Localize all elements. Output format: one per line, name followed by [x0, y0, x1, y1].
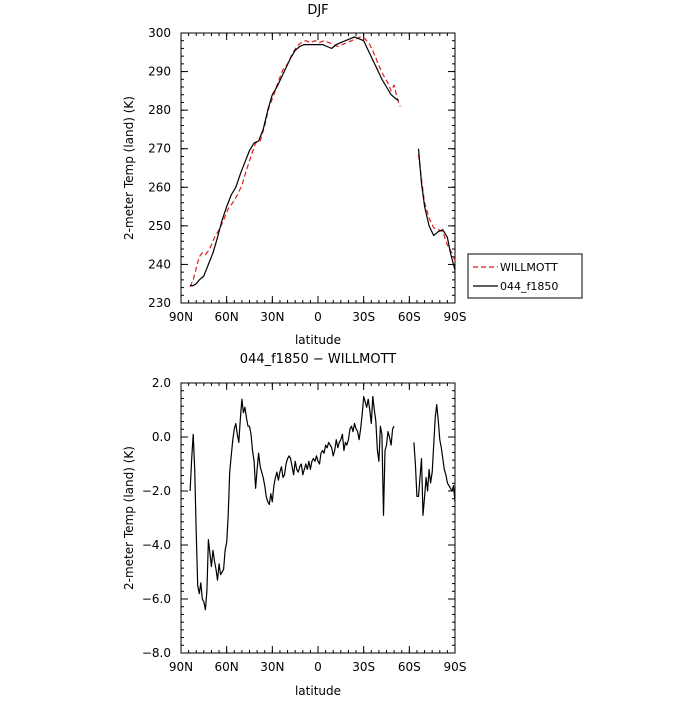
x-tick-label: 0	[314, 310, 322, 324]
y-tick-label: 230	[148, 296, 171, 310]
series-line-difference	[189, 395, 395, 611]
panel-top-plot-frame	[180, 32, 456, 304]
y-tick-label: 290	[148, 65, 171, 79]
panel-bottom-title: 044_f1850 − WILLMOTT	[240, 352, 396, 367]
y-tick-label: 300	[148, 26, 171, 40]
legend-label: 044_f1850	[500, 280, 558, 293]
panel-bottom-xlabel: latitude	[295, 684, 341, 698]
y-tick-label: 260	[148, 180, 171, 194]
x-tick-label: 30S	[352, 660, 375, 674]
y-tick-label: 0.0	[152, 430, 171, 444]
x-tick-label: 30N	[260, 310, 284, 324]
panel-bottom: 044_f1850 − WILLMOTT latitude 2-meter Te…	[122, 352, 466, 698]
x-tick-label: 60S	[398, 310, 421, 324]
y-tick-label: 250	[148, 219, 171, 233]
y-tick-label: −8.0	[142, 646, 171, 660]
x-tick-label: 60S	[398, 660, 421, 674]
x-tick-label: 60N	[215, 660, 239, 674]
x-tick-label: 60N	[215, 310, 239, 324]
x-tick-label: 90S	[444, 310, 467, 324]
x-tick-label: 0	[314, 660, 322, 674]
legend-box	[467, 253, 583, 299]
y-tick-label: 270	[148, 142, 171, 156]
x-tick-label: 90N	[169, 660, 193, 674]
series-line-willmott	[417, 154, 456, 261]
legend-label: WILLMOTT	[500, 261, 558, 274]
panel-bottom-ylabel: 2-meter Temp (land) (K)	[122, 446, 136, 590]
x-tick-label: 30N	[260, 660, 284, 674]
series-line-044-f1850	[190, 36, 400, 287]
panel-top-ylabel: 2-meter Temp (land) (K)	[122, 96, 136, 240]
x-tick-label: 90N	[169, 310, 193, 324]
y-tick-label: −6.0	[142, 592, 171, 606]
series-line-044-f1850	[417, 148, 456, 271]
panel-top: DJF latitude 2-meter Temp (land) (K) 90N…	[122, 3, 466, 347]
y-tick-label: −2.0	[142, 484, 171, 498]
y-tick-label: 240	[148, 257, 171, 271]
x-tick-label: 30S	[352, 310, 375, 324]
legend: WILLMOTT 044_f1850	[467, 253, 583, 299]
panel-top-title: DJF	[307, 3, 328, 18]
panel-bottom-plot-frame	[180, 382, 456, 654]
y-tick-label: 2.0	[152, 376, 171, 390]
x-tick-label: 90S	[444, 660, 467, 674]
series-line-willmott	[189, 36, 401, 288]
y-tick-label: −4.0	[142, 538, 171, 552]
y-tick-label: 280	[148, 103, 171, 117]
panel-top-xlabel: latitude	[295, 333, 341, 347]
series-line-difference	[413, 404, 456, 516]
